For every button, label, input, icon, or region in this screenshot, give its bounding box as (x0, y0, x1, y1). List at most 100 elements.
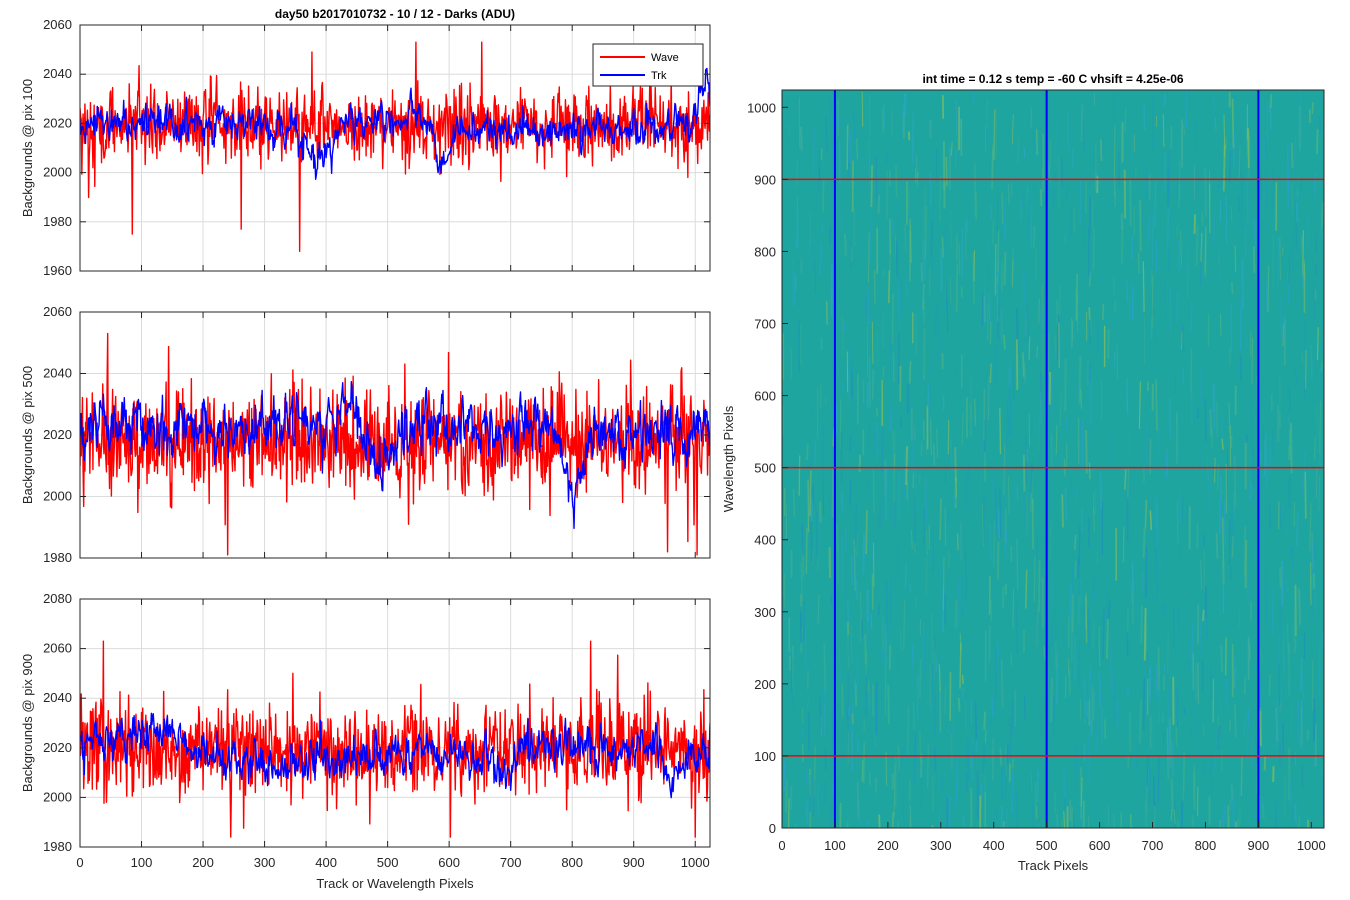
heatmap-streak (1293, 608, 1297, 642)
heatmap-streak (1061, 158, 1063, 186)
heatmap-streak (825, 300, 829, 325)
heatmap-streak (1126, 280, 1129, 302)
heatmap-streak (812, 126, 816, 174)
heatmap-streak (913, 733, 917, 785)
heatmap-streak (1124, 107, 1127, 133)
tick-labels: 1980 2000 2020 2040 2060 (43, 304, 72, 565)
x-tick-label: 1000 (1297, 838, 1326, 853)
heatmap-streak (986, 291, 989, 342)
heatmap-streak (1268, 503, 1272, 530)
heatmap-streak (1198, 455, 1201, 475)
y-tick-label: 2040 (43, 690, 72, 705)
heatmap-streak (850, 555, 853, 585)
heatmap-streak (943, 686, 947, 714)
y-tick-label: 2020 (43, 115, 72, 130)
overlay-lines (782, 90, 1324, 828)
heatmap-streak (1008, 383, 1010, 434)
heatmap-streak (1089, 318, 1092, 337)
left-figure-title: day50 b2017010732 - 10 / 12 - Darks (ADU… (275, 7, 515, 21)
heatmap-streak (882, 269, 885, 278)
heatmap-streak (1298, 814, 1301, 828)
heatmap-streak (1064, 358, 1067, 412)
heatmap-streak (882, 640, 884, 660)
heatmap-streak (947, 724, 949, 734)
heatmap-streak (1092, 574, 1096, 589)
heatmap-streak (1290, 423, 1293, 474)
heatmap-streak (1001, 192, 1004, 224)
heatmap-streak (1130, 134, 1133, 165)
heatmap-streak (1121, 224, 1124, 264)
x-axis-label: Track Pixels (1018, 858, 1089, 873)
heatmap-streak (1025, 569, 1028, 609)
heatmap-streak (927, 385, 929, 431)
heatmap-streak (1278, 626, 1281, 669)
heatmap-streak (1200, 559, 1203, 590)
heatmap-streak (937, 812, 940, 828)
y-tick-label: 2000 (43, 165, 72, 180)
heatmap-streak (905, 275, 908, 299)
heatmap-streak (1039, 390, 1043, 425)
heatmap-streak (1062, 623, 1066, 649)
heatmap-streak (1102, 609, 1105, 659)
heatmap-streak (1304, 471, 1307, 519)
heatmap-streak (1204, 398, 1207, 442)
heatmap-streak (860, 590, 862, 625)
heatmap-streak (1041, 332, 1044, 377)
y-tick-label: 0 (769, 821, 776, 836)
series-line-trk (80, 67, 710, 180)
heatmap-streak (1180, 230, 1182, 266)
heatmap-streak (1249, 483, 1252, 501)
heatmap-streak (1075, 273, 1079, 321)
heatmap-streak (923, 241, 926, 280)
heatmap-streak (991, 143, 994, 178)
heatmap-streak (1254, 549, 1257, 574)
heatmap-streak (1022, 352, 1025, 377)
heatmap-streak (1085, 430, 1088, 474)
heatmap-streak (1088, 363, 1092, 383)
heatmap-streak (1051, 374, 1053, 411)
heatmap-streak (1306, 730, 1309, 741)
y-tick-label: 900 (754, 172, 776, 187)
heatmap-streak (1151, 668, 1154, 689)
heatmap-streak (925, 529, 928, 556)
heatmap-streak (1132, 826, 1135, 828)
heatmap-streak (987, 376, 990, 421)
x-tick-label: 200 (877, 838, 899, 853)
heatmap-streak (955, 755, 958, 806)
heatmap-streak (895, 240, 899, 278)
heatmap-streak (1219, 314, 1222, 336)
heatmap-streak (933, 695, 937, 738)
heatmap-streak (877, 604, 881, 616)
heatmap-streak (1058, 155, 1060, 208)
heatmap-streak (1269, 93, 1273, 108)
heatmap-streak (1287, 480, 1291, 510)
heatmap-streak (1067, 386, 1069, 406)
x-tick-label: 500 (1036, 838, 1058, 853)
heatmap-streak (1194, 118, 1196, 150)
heatmap-streak (1290, 705, 1293, 738)
heatmap-streak (1291, 182, 1294, 215)
heatmap-streak (1035, 606, 1039, 648)
heatmap-streak (795, 228, 798, 250)
heatmap-streak (1182, 752, 1185, 800)
heatmap-streak (1217, 183, 1220, 197)
y-tick-label: 2020 (43, 427, 72, 442)
heatmap-streak (842, 537, 844, 589)
heatmap-streak (1186, 262, 1189, 299)
heatmap-streak (1316, 129, 1319, 155)
heatmap-streak (951, 142, 953, 156)
heatmap-streak (805, 798, 809, 824)
heatmap-streak (1318, 644, 1321, 697)
heatmap-streak (900, 629, 902, 651)
heatmap-streak (955, 263, 959, 313)
heatmap-streak (1183, 789, 1185, 808)
heatmap-streak (1023, 487, 1026, 528)
heatmap-streak (1193, 771, 1196, 811)
x-tick-label: 900 (1248, 838, 1270, 853)
heatmap-streak (801, 523, 804, 556)
heatmap-streak (1287, 622, 1289, 655)
heatmap-streak (1212, 92, 1215, 128)
heatmap-streak (1251, 337, 1254, 385)
heatmap-streak (1081, 419, 1084, 470)
heatmap-streak (1036, 769, 1039, 803)
